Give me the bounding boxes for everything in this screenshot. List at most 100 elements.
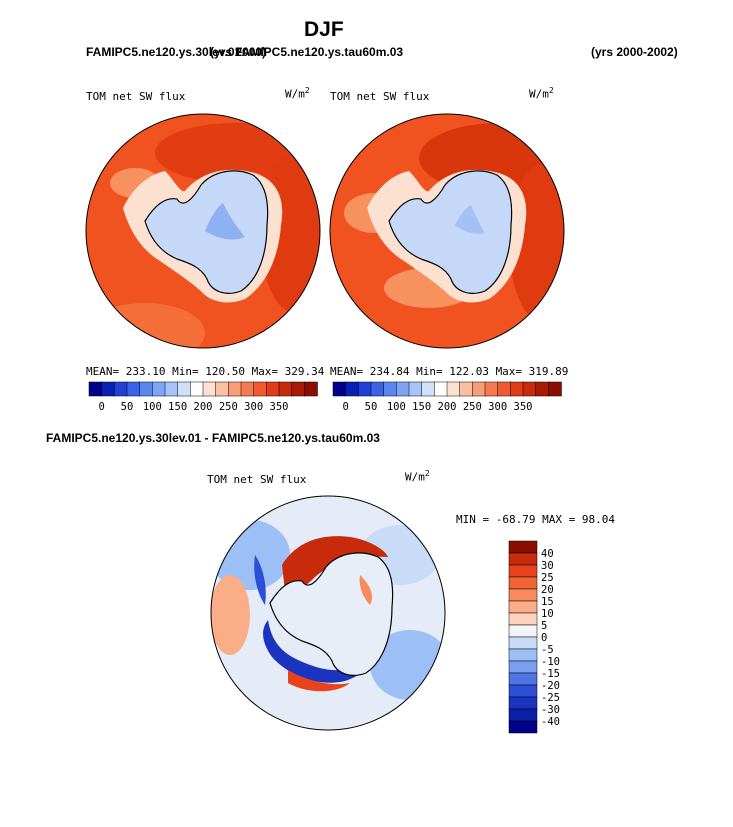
colorbar-swatch xyxy=(240,381,255,397)
colorbar-swatch xyxy=(190,381,204,397)
colorbar-tick-label: 50 xyxy=(365,401,378,413)
colorbar-swatch xyxy=(459,381,474,397)
colorbar-tick-label: 0 xyxy=(541,632,547,644)
colorbar-tick-label: 300 xyxy=(244,401,263,413)
colorbar-swatch xyxy=(508,708,538,722)
colorbar-swatch xyxy=(291,381,306,397)
colorbar-swatch xyxy=(508,612,538,626)
map-border xyxy=(85,113,321,349)
colorbar-swatch xyxy=(278,381,293,397)
panel2-polar-map xyxy=(329,113,565,349)
colorbar-tick-label: -10 xyxy=(541,656,560,668)
colorbar-swatch xyxy=(508,660,538,674)
colorbar-swatch xyxy=(508,564,538,578)
colorbar-swatch xyxy=(332,381,347,397)
colorbar-tick-label: 20 xyxy=(541,584,554,596)
colorbar-swatch xyxy=(164,381,179,397)
diff-stats: MIN = -68.79 MAX = 98.04 xyxy=(456,513,615,526)
colorbar-tick-label: 0 xyxy=(99,401,105,413)
positive-anomaly xyxy=(288,670,350,692)
colorbar-swatch xyxy=(396,381,410,397)
positive-anomaly xyxy=(359,575,372,605)
colorbar-tick-label: 150 xyxy=(168,401,187,413)
colorbar-tick-label: 100 xyxy=(387,401,406,413)
colorbar-swatch xyxy=(508,684,538,698)
colorbar-swatch xyxy=(101,381,116,397)
colorbar-swatch xyxy=(522,381,537,397)
colorbar-tick-label: 300 xyxy=(488,401,507,413)
colorbar-swatch xyxy=(177,381,192,397)
colorbar-tick-label: 50 xyxy=(121,401,134,413)
colorbar-swatch xyxy=(446,381,461,397)
colorbar-tick-label: 150 xyxy=(412,401,431,413)
years-label: (yrs 2000-2002) xyxy=(591,45,678,59)
colorbar-tick-label: -30 xyxy=(541,704,560,716)
colorbar-tick-label: -25 xyxy=(541,692,560,704)
low-flux-plateau xyxy=(205,203,245,240)
colorbar-swatch xyxy=(88,381,103,397)
colorbar-swatch xyxy=(358,381,372,397)
colorbar-swatch xyxy=(510,381,524,397)
colorbar-swatch xyxy=(383,381,398,397)
colorbar-tick-label: -20 xyxy=(541,680,560,692)
colorbar-swatch xyxy=(508,648,538,662)
colorbar-tick-label: 100 xyxy=(143,401,162,413)
colorbar-swatch xyxy=(139,381,154,397)
colorbar-swatch xyxy=(508,552,538,566)
diff-units: W/m2 xyxy=(405,469,430,484)
colorbar-tick-label: 350 xyxy=(514,401,533,413)
colorbar-tick-label: 15 xyxy=(541,596,554,608)
case1-label: FAMIPC5.ne120.ys.30lev.01 xyxy=(86,45,242,59)
case2-label: FAMIPC5.ne120.ys.tau60m.03 xyxy=(235,45,404,59)
colorbar-swatch xyxy=(421,381,436,397)
colorbar-tick-label: 250 xyxy=(219,401,238,413)
colorbar-tick-label: 10 xyxy=(541,608,554,620)
colorbar-swatch xyxy=(508,636,538,650)
colorbar-swatch xyxy=(472,381,486,397)
diff-variable: TOM net SW flux xyxy=(207,473,307,486)
colorbar-swatch xyxy=(152,381,166,397)
panel1-colorbar: 0 50 100 150 200 250 300 350 xyxy=(88,381,318,413)
diff-title: FAMIPC5.ne120.ys.30lev.01 - FAMIPC5.ne12… xyxy=(46,431,380,445)
antarctica-landmass xyxy=(388,170,513,294)
colorbar-swatch xyxy=(508,624,538,638)
colorbar-swatch xyxy=(370,381,385,397)
panel2-units: W/m2 xyxy=(529,86,554,101)
colorbar-tick-label: 350 xyxy=(270,401,289,413)
panel2-stats: MEAN= 234.84 Min= 122.03 Max= 319.89 xyxy=(330,365,569,378)
colorbar-swatch xyxy=(434,381,448,397)
panel2-colorbar: 0 50 100 150 200 250 300 350 xyxy=(332,381,562,413)
colorbar-swatch xyxy=(484,381,499,397)
colorbar-swatch xyxy=(508,600,538,614)
panel1-units: W/m2 xyxy=(285,86,310,101)
colorbar-swatch xyxy=(345,381,360,397)
colorbar-swatch xyxy=(508,576,538,590)
page-title: DJF xyxy=(304,18,344,41)
low-flux-plateau xyxy=(455,205,485,234)
colorbar-tick-label: 250 xyxy=(463,401,482,413)
colorbar-tick-label: 40 xyxy=(541,548,554,560)
positive-anomaly xyxy=(211,575,250,655)
panel1-polar-map xyxy=(85,113,321,349)
colorbar-swatch xyxy=(508,720,538,734)
colorbar-swatch xyxy=(497,381,512,397)
colorbar-swatch xyxy=(215,381,230,397)
colorbar-swatch xyxy=(535,381,550,397)
colorbar-swatch xyxy=(304,381,318,397)
negative-anomaly xyxy=(254,555,266,605)
colorbar-swatch xyxy=(508,672,538,686)
case1-years-label: (yrs 2000) xyxy=(210,45,267,59)
antarctica-landmass xyxy=(144,170,269,294)
colorbar-swatch xyxy=(126,381,141,397)
diff-polar-map xyxy=(210,495,446,731)
colorbar-swatch xyxy=(202,381,217,397)
colorbar-swatch xyxy=(548,381,562,397)
colorbar-tick-label: -40 xyxy=(541,716,560,728)
colorbar-tick-label: 30 xyxy=(541,560,554,572)
colorbar-tick-label: 0 xyxy=(343,401,349,413)
colorbar-swatch xyxy=(408,381,423,397)
panel2-variable: TOM net SW flux xyxy=(330,90,430,103)
colorbar-tick-label: 25 xyxy=(541,572,554,584)
colorbar-swatch xyxy=(508,540,538,554)
